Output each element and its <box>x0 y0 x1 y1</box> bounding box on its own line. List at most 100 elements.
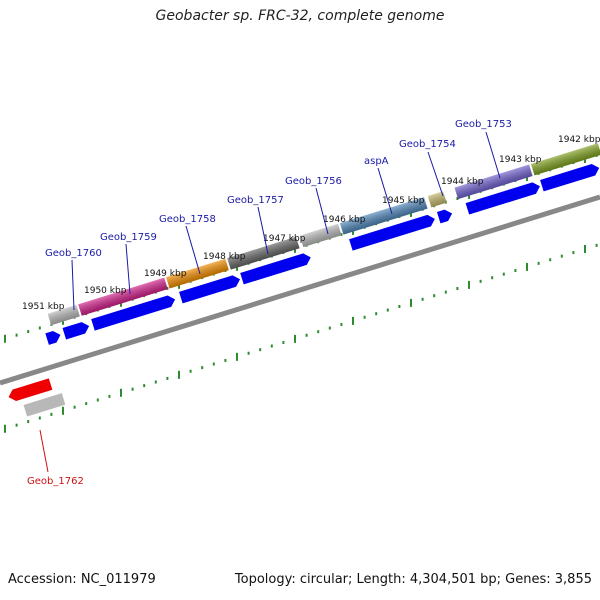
minor-tick <box>386 308 389 312</box>
minor-tick <box>479 279 482 283</box>
genome-backbone <box>0 194 600 386</box>
feature-shade <box>530 143 600 176</box>
scale-label: 1950 kbp <box>84 286 127 296</box>
scale-label: 1944 kbp <box>441 177 484 187</box>
minor-tick <box>456 287 459 291</box>
scale-labels: 1951 kbp 1950 kbp 1949 kbp 1948 kbp 1947… <box>22 135 600 312</box>
leader-line <box>485 131 501 179</box>
minor-tick <box>305 333 308 337</box>
minor-tick <box>38 326 41 330</box>
minor-tick <box>247 351 250 355</box>
minor-tick <box>328 326 331 330</box>
minor-tick <box>572 251 575 255</box>
major-tick <box>410 298 412 307</box>
minor-tick <box>154 380 157 384</box>
feature-shade <box>299 223 342 248</box>
major-tick <box>352 316 354 325</box>
minor-tick <box>73 405 76 409</box>
major-tick <box>62 406 64 415</box>
minor-tick <box>38 416 41 420</box>
feature-shade <box>339 197 428 235</box>
leader-line <box>185 225 201 275</box>
minor-tick <box>27 420 30 424</box>
reverse-gene-feature[interactable] <box>23 393 66 417</box>
cds-arrow[interactable] <box>540 162 600 192</box>
minor-tick <box>491 276 494 280</box>
scale-label: 1951 kbp <box>22 302 65 312</box>
cds-arrow[interactable] <box>179 274 242 304</box>
minor-tick <box>595 243 598 247</box>
gene-label[interactable]: aspA <box>364 156 389 167</box>
minor-tick <box>363 315 366 319</box>
minor-tick <box>560 254 563 258</box>
minor-tick <box>375 312 378 316</box>
cds-arrow[interactable] <box>465 181 542 215</box>
gene-label[interactable]: Geob_1759 <box>100 232 157 243</box>
minor-tick <box>50 412 53 416</box>
genome-title: Geobacter sp. FRC-32, complete genome <box>155 8 445 24</box>
gene-label[interactable]: Geob_1760 <box>45 248 102 259</box>
major-tick <box>584 244 586 253</box>
feature-shade <box>227 236 300 270</box>
scale-label: 1943 kbp <box>499 155 542 165</box>
minor-tick <box>108 394 111 398</box>
major-tick <box>294 334 296 343</box>
genome-summary-text: Topology: circular; Length: 4,304,501 bp… <box>234 572 592 587</box>
gene-label[interactable]: Geob_1753 <box>455 119 512 130</box>
minor-tick <box>398 304 401 308</box>
minor-tick <box>15 423 18 427</box>
leader-line <box>427 151 444 197</box>
gene-label[interactable]: Geob_1754 <box>399 139 456 150</box>
scale-label: 1948 kbp <box>203 252 246 262</box>
minor-tick <box>502 272 505 276</box>
reverse-gene-arrow[interactable] <box>7 378 53 402</box>
minor-tick <box>166 376 169 380</box>
major-tick <box>120 388 122 397</box>
minor-tick <box>317 330 320 334</box>
major-tick <box>236 352 238 361</box>
minor-tick <box>224 358 227 362</box>
gene-label[interactable]: Geob_1758 <box>159 214 216 225</box>
gene-label[interactable]: Geob_1757 <box>227 195 284 206</box>
scale-label: 1942 kbp <box>558 135 600 145</box>
minor-tick <box>549 258 552 262</box>
gene-leaders <box>39 131 501 473</box>
leader-line <box>125 243 131 295</box>
minor-tick <box>143 384 146 388</box>
minor-tick <box>15 333 18 337</box>
feature-track <box>7 143 600 417</box>
feature-shade <box>47 304 80 326</box>
cds-arrow[interactable] <box>45 329 62 345</box>
feature-shade <box>78 277 168 316</box>
minor-tick <box>212 362 215 366</box>
cds-arrow[interactable] <box>91 294 177 331</box>
scale-label: 1947 kbp <box>263 234 306 244</box>
leader-line <box>377 167 393 215</box>
leader-line <box>39 429 49 473</box>
inner-tick-row <box>4 243 598 433</box>
gene-label[interactable]: Geob_1756 <box>285 176 342 187</box>
minor-tick <box>259 348 262 352</box>
major-tick <box>178 370 180 379</box>
minor-tick <box>340 322 343 326</box>
minor-tick <box>537 261 540 265</box>
major-tick <box>4 424 6 433</box>
minor-tick <box>189 369 192 373</box>
cds-arrow[interactable] <box>436 208 454 224</box>
cds-arrow[interactable] <box>349 213 437 251</box>
leader-line <box>315 187 329 235</box>
scale-label: 1945 kbp <box>382 196 425 206</box>
minor-tick <box>433 294 436 298</box>
leader-line <box>71 259 75 311</box>
major-tick <box>526 262 528 271</box>
minor-tick <box>96 398 99 402</box>
minor-tick <box>340 232 343 236</box>
gene-labels[interactable]: Geob_1760 Geob_1759 Geob_1758 Geob_1757 … <box>27 119 512 487</box>
cds-arrow[interactable] <box>62 320 91 340</box>
cds-arrow[interactable] <box>240 252 312 285</box>
feature-shade <box>427 191 447 208</box>
gene-label[interactable]: Geob_1762 <box>27 476 84 487</box>
feature-band <box>7 143 600 417</box>
minor-tick <box>201 366 204 370</box>
